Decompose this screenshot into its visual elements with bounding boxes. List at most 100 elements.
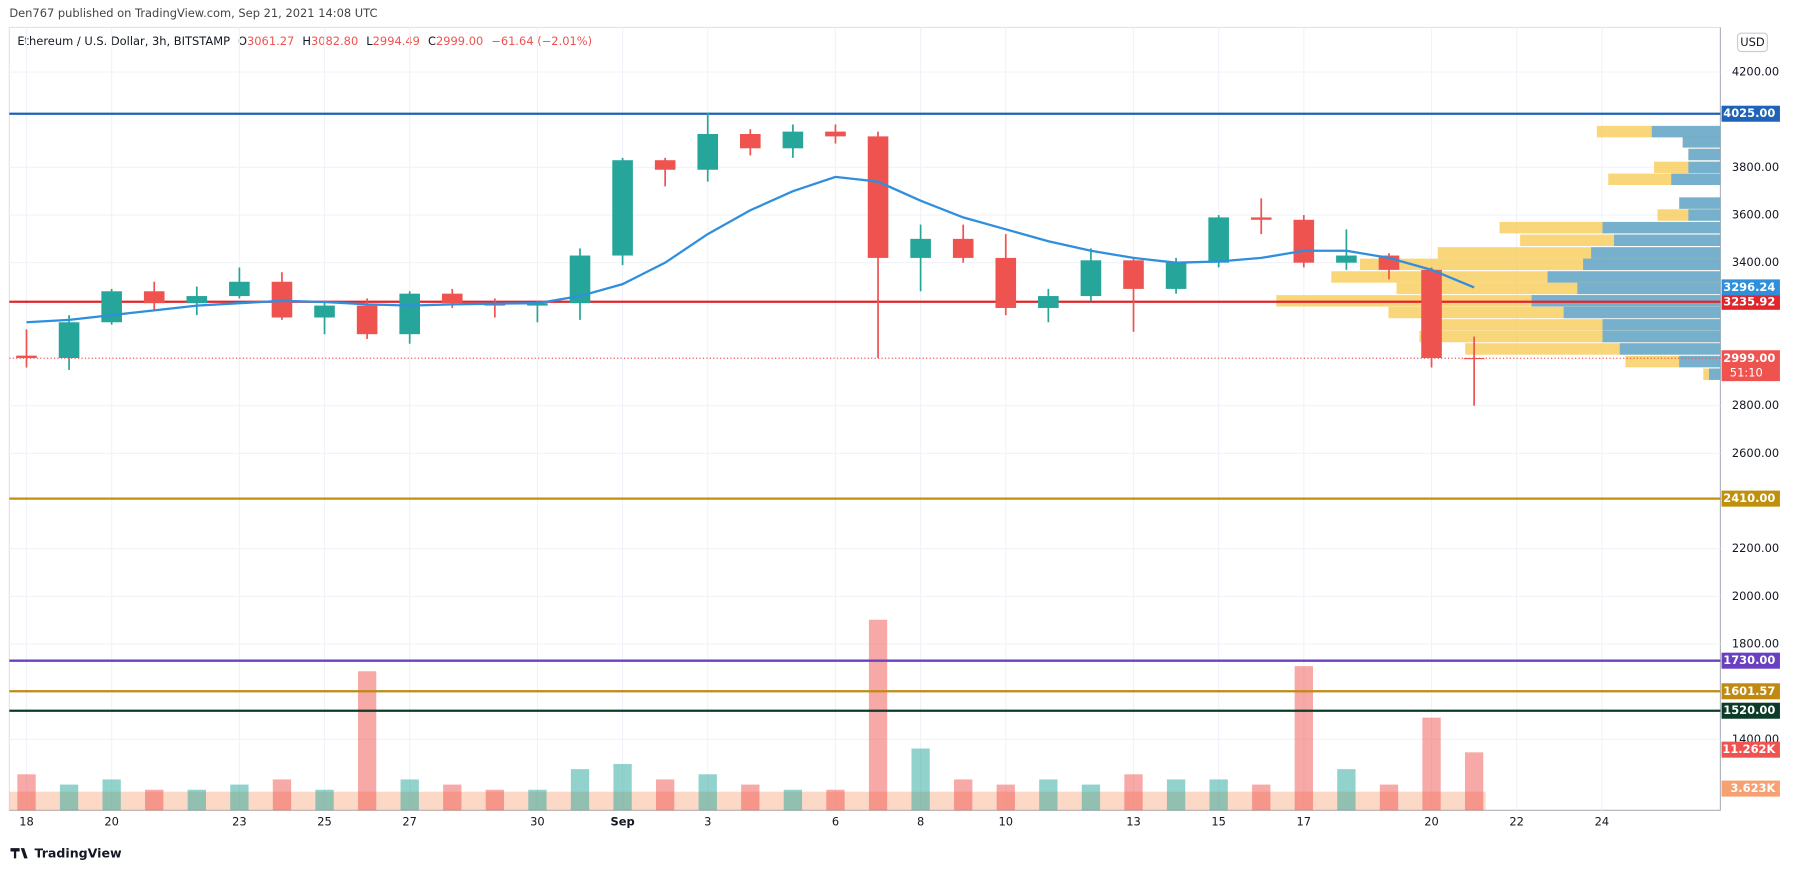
volume-bar bbox=[613, 763, 632, 811]
profile-down bbox=[1563, 306, 1721, 319]
y-tick-label: 2800.00 bbox=[1732, 398, 1779, 412]
candle-body bbox=[654, 160, 676, 170]
footer-brand: TradingView bbox=[35, 845, 123, 860]
x-tick-label: 17 bbox=[1297, 814, 1312, 828]
candle-body bbox=[1038, 296, 1059, 308]
profile-total bbox=[1331, 271, 1721, 283]
y-tick-label: 1800.00 bbox=[1732, 636, 1779, 650]
last-price-label-bg bbox=[1721, 350, 1780, 382]
ma-label: 3296.24 bbox=[1723, 280, 1775, 294]
published: Den767 published on TradingView.com, Sep… bbox=[9, 6, 377, 20]
candle-body bbox=[271, 281, 293, 318]
logo bbox=[10, 848, 28, 859]
volume-bar bbox=[443, 784, 462, 811]
profile-total bbox=[1608, 173, 1721, 185]
profile-down bbox=[1708, 368, 1721, 380]
volume-bar bbox=[1166, 779, 1186, 811]
profile-total bbox=[1396, 282, 1721, 295]
volume-bar bbox=[1124, 774, 1143, 811]
y-tick-label: 3600.00 bbox=[1732, 208, 1779, 222]
candle-body bbox=[229, 281, 250, 297]
x-tick-label: 30 bbox=[530, 814, 545, 828]
candle-body bbox=[1463, 358, 1485, 360]
volume-bar bbox=[145, 789, 164, 811]
x-tick-label: Sep bbox=[610, 814, 634, 828]
change: −61.64 (−2.01%) bbox=[491, 34, 592, 48]
ma-label-bg bbox=[1721, 279, 1780, 296]
y-tick-label: 2200.00 bbox=[1732, 541, 1779, 555]
y-tick-label: 2000.00 bbox=[1732, 589, 1779, 603]
currency: USD bbox=[1740, 35, 1765, 49]
y-tick-label: 3400.00 bbox=[1732, 255, 1779, 269]
volume-label: 11.262K bbox=[1722, 742, 1776, 756]
profile-total bbox=[1359, 258, 1721, 271]
profile-down bbox=[1602, 221, 1721, 234]
volume-bar bbox=[1039, 779, 1058, 811]
ma-line bbox=[26, 175, 1475, 324]
level-label: 1601.57 bbox=[1723, 684, 1775, 698]
candle-body bbox=[1293, 219, 1315, 263]
y-tick-label: 4200.00 bbox=[1732, 65, 1779, 79]
volume-bar bbox=[1252, 784, 1271, 811]
candle-body bbox=[143, 291, 165, 304]
level-label-bg bbox=[1721, 652, 1780, 669]
volume-ma-label: 3.623K bbox=[1730, 781, 1776, 795]
candle-body bbox=[1421, 269, 1442, 359]
candle-body bbox=[569, 255, 591, 304]
volume-bar bbox=[1379, 784, 1399, 811]
candle-body bbox=[399, 293, 420, 335]
volume-bar bbox=[17, 774, 36, 811]
x-tick-label: 20 bbox=[1424, 814, 1439, 828]
candle-body bbox=[995, 257, 1017, 308]
ohlc-value: 2994.49 bbox=[373, 34, 420, 48]
level-label: 2410.00 bbox=[1723, 491, 1775, 505]
profile-total bbox=[1419, 330, 1721, 343]
volume-bar bbox=[272, 779, 292, 811]
x-tick-label: 20 bbox=[104, 814, 119, 828]
x-tick-label: 22 bbox=[1509, 814, 1524, 828]
volume-bar bbox=[357, 671, 377, 811]
last-price-label: 2999.00 bbox=[1723, 351, 1775, 365]
ohlc-value: 3082.80 bbox=[311, 34, 358, 48]
ohlc-key: L bbox=[366, 34, 373, 48]
profile-total bbox=[1437, 247, 1721, 259]
volume-bar bbox=[698, 774, 717, 811]
profile-down bbox=[1688, 161, 1721, 174]
profile-down bbox=[1671, 173, 1721, 185]
y-tick-label: 3800.00 bbox=[1732, 160, 1779, 174]
candle-body bbox=[867, 136, 889, 258]
profile-down bbox=[1679, 355, 1721, 368]
x-tick-label: 15 bbox=[1211, 814, 1226, 828]
currency-box[interactable] bbox=[1737, 32, 1768, 53]
profile-down bbox=[1688, 148, 1721, 161]
profile-down bbox=[1679, 197, 1721, 209]
volume-label-bg bbox=[1721, 741, 1780, 758]
volume-bar bbox=[1337, 769, 1356, 811]
profile-down bbox=[1602, 330, 1721, 343]
volume-bar bbox=[187, 789, 206, 811]
profile-down bbox=[1651, 125, 1721, 138]
profile-down bbox=[1688, 209, 1721, 221]
volume-bar bbox=[954, 779, 973, 811]
profile-down bbox=[1591, 247, 1721, 259]
candle-body bbox=[1165, 262, 1187, 289]
candle-body bbox=[952, 238, 974, 258]
volume-bar bbox=[315, 789, 334, 811]
x-tick-label: 8 bbox=[917, 814, 924, 828]
profile-down bbox=[1547, 271, 1721, 283]
volume-bar bbox=[1294, 666, 1313, 811]
ohlc-key: C bbox=[428, 34, 436, 48]
profile-total bbox=[1465, 343, 1721, 355]
volume-bar bbox=[1422, 717, 1441, 811]
level-label-bg bbox=[1721, 105, 1780, 122]
x-tick-label: 6 bbox=[832, 814, 839, 828]
profile-total bbox=[1654, 161, 1721, 174]
volume-bar bbox=[868, 619, 888, 811]
candle-body bbox=[1208, 217, 1229, 263]
candle-body bbox=[910, 238, 931, 258]
profile-down bbox=[1613, 234, 1721, 247]
volume-bar bbox=[911, 748, 930, 811]
candle-body bbox=[1080, 260, 1102, 297]
profile-down bbox=[1577, 282, 1721, 295]
candle-body bbox=[16, 355, 37, 359]
